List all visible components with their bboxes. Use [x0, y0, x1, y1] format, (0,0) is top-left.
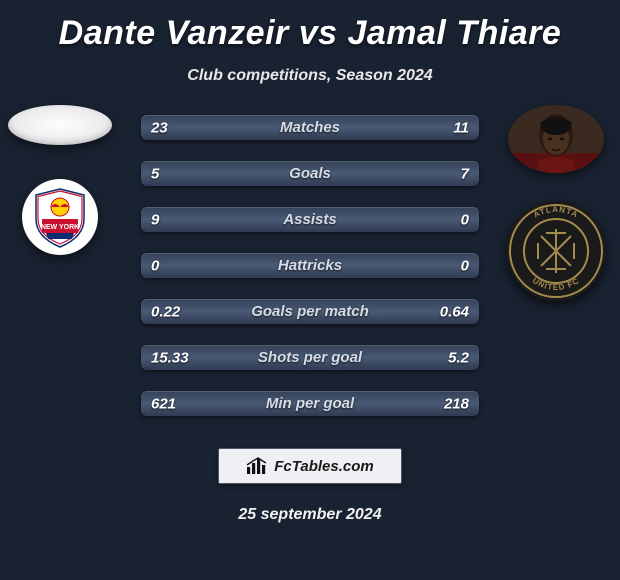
footer-date: 25 september 2024 — [0, 506, 620, 524]
stat-right-value: 0 — [461, 257, 469, 274]
stat-label: Shots per goal — [141, 349, 479, 366]
stat-right-value: 218 — [444, 395, 469, 412]
stat-label: Min per goal — [141, 395, 479, 412]
stat-left-value: 621 — [151, 395, 176, 412]
stat-label: Goals per match — [141, 303, 479, 320]
stat-left-value: 15.33 — [151, 349, 189, 366]
stat-right-value: 0 — [461, 211, 469, 228]
svg-text:NEW YORK: NEW YORK — [41, 224, 79, 231]
page-title: Dante Vanzeir vs Jamal Thiare — [0, 0, 620, 53]
stat-row: 9 Assists 0 — [141, 207, 479, 232]
stat-right-value: 0.64 — [440, 303, 469, 320]
stat-label: Assists — [141, 211, 479, 228]
stat-right-value: 11 — [453, 119, 469, 136]
stat-left-value: 0.22 — [151, 303, 180, 320]
stat-label: Matches — [141, 119, 479, 136]
stat-row: 5 Goals 7 — [141, 161, 479, 186]
stat-right-value: 5.2 — [448, 349, 469, 366]
stat-label: Hattricks — [141, 257, 479, 274]
right-player-column: ATLANTA UNITED FC — [500, 105, 612, 301]
barchart-icon — [246, 457, 268, 475]
stat-bars: 23 Matches 11 5 Goals 7 9 Assists 0 0 Ha… — [141, 115, 479, 416]
player-left-avatar — [8, 105, 112, 145]
stat-right-value: 7 — [461, 165, 469, 182]
player-right-avatar — [508, 105, 604, 173]
club-left-badge: NEW YORK — [22, 179, 98, 255]
left-player-column: NEW YORK — [8, 105, 112, 255]
stat-left-value: 0 — [151, 257, 159, 274]
comparison-block: NEW YORK — [0, 115, 620, 416]
stat-row: 15.33 Shots per goal 5.2 — [141, 345, 479, 370]
stat-row: 23 Matches 11 — [141, 115, 479, 140]
stat-row: 621 Min per goal 218 — [141, 391, 479, 416]
page-subtitle: Club competitions, Season 2024 — [0, 67, 620, 85]
stat-row: 0 Hattricks 0 — [141, 253, 479, 278]
stat-left-value: 23 — [151, 119, 168, 136]
stat-row: 0.22 Goals per match 0.64 — [141, 299, 479, 324]
stat-left-value: 9 — [151, 211, 159, 228]
source-badge: FcTables.com — [218, 448, 402, 484]
redbull-ny-icon: NEW YORK — [28, 185, 92, 249]
stat-left-value: 5 — [151, 165, 159, 182]
club-right-badge: ATLANTA UNITED FC — [506, 201, 606, 301]
stat-label: Goals — [141, 165, 479, 182]
source-site-text: FcTables.com — [274, 458, 373, 475]
